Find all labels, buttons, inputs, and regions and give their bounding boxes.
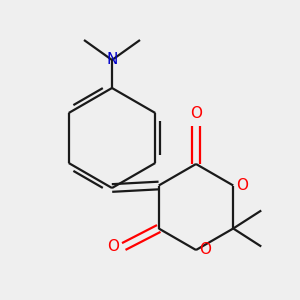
Text: O: O xyxy=(236,178,248,193)
Text: O: O xyxy=(199,242,211,257)
Text: O: O xyxy=(190,106,202,121)
Text: N: N xyxy=(106,52,118,68)
Text: O: O xyxy=(107,239,119,254)
